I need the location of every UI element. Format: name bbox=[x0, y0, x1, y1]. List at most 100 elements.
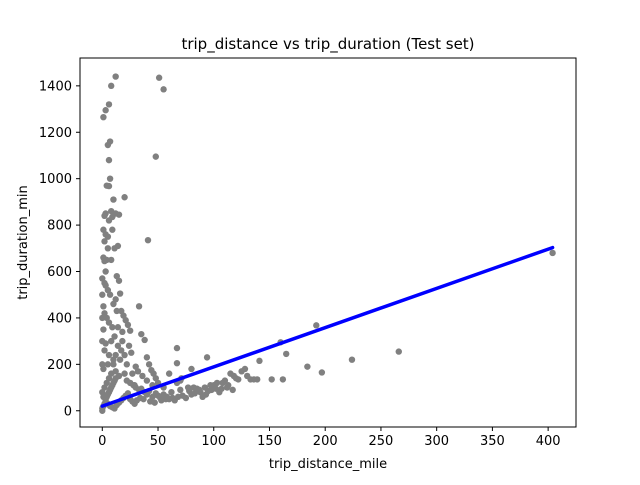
y-tick-label: 200 bbox=[47, 358, 72, 373]
data-point bbox=[135, 303, 143, 310]
data-point bbox=[106, 175, 114, 182]
data-point bbox=[165, 370, 173, 377]
data-point bbox=[116, 290, 124, 297]
y-axis-label: trip_duration_min bbox=[16, 185, 31, 300]
x-tick-label: 350 bbox=[480, 434, 505, 449]
data-point bbox=[104, 233, 112, 240]
data-point bbox=[143, 377, 151, 384]
regression-line bbox=[100, 245, 555, 408]
data-point bbox=[184, 384, 192, 391]
plot-lines bbox=[100, 245, 555, 408]
data-point bbox=[115, 277, 123, 284]
data-point bbox=[110, 361, 117, 368]
data-point bbox=[152, 153, 159, 160]
data-point bbox=[128, 349, 135, 356]
data-point bbox=[99, 361, 106, 368]
x-tick-label: 0 bbox=[98, 434, 106, 449]
data-point bbox=[101, 347, 108, 354]
data-point bbox=[109, 213, 116, 221]
data-point bbox=[99, 314, 106, 322]
data-point bbox=[112, 73, 119, 80]
data-point bbox=[395, 348, 402, 355]
data-point bbox=[100, 303, 107, 310]
data-point bbox=[119, 328, 126, 336]
data-point bbox=[116, 356, 124, 363]
data-point bbox=[213, 379, 221, 387]
data-point bbox=[109, 324, 116, 331]
data-point bbox=[101, 212, 108, 220]
data-point bbox=[225, 382, 232, 389]
data-point bbox=[151, 399, 158, 406]
data-point bbox=[105, 101, 113, 108]
data-point bbox=[121, 351, 128, 359]
y-tick-label: 800 bbox=[47, 219, 72, 234]
data-point bbox=[99, 337, 106, 345]
data-point bbox=[145, 361, 153, 368]
data-point bbox=[123, 361, 131, 368]
y-tick-label: 1400 bbox=[39, 79, 72, 94]
data-point bbox=[102, 268, 109, 275]
data-point bbox=[115, 211, 123, 218]
x-tick-label: 250 bbox=[369, 434, 394, 449]
data-point bbox=[108, 337, 115, 345]
y-tick-label: 1200 bbox=[39, 126, 72, 141]
data-point bbox=[121, 194, 128, 201]
data-point bbox=[100, 326, 107, 333]
data-point bbox=[182, 394, 190, 402]
data-point bbox=[160, 86, 167, 93]
data-point bbox=[283, 350, 290, 358]
data-point bbox=[111, 245, 118, 252]
data-point bbox=[241, 365, 249, 373]
data-point bbox=[279, 376, 287, 383]
data-point bbox=[105, 182, 113, 190]
data-point bbox=[168, 388, 175, 396]
data-point bbox=[188, 365, 195, 373]
data-point bbox=[348, 356, 356, 363]
data-point bbox=[218, 385, 225, 392]
data-point bbox=[106, 291, 114, 298]
data-point bbox=[102, 107, 109, 114]
data-point bbox=[110, 196, 117, 203]
data-point bbox=[129, 370, 136, 377]
y-tick-label: 1000 bbox=[39, 172, 72, 187]
data-point bbox=[196, 386, 203, 394]
data-point bbox=[229, 386, 236, 394]
x-tick-label: 200 bbox=[313, 434, 338, 449]
data-point bbox=[177, 386, 184, 394]
data-point bbox=[138, 330, 145, 338]
y-tick-label: 0 bbox=[64, 404, 72, 419]
data-point bbox=[268, 376, 275, 383]
data-point bbox=[108, 256, 115, 264]
data-point bbox=[100, 113, 107, 121]
data-point bbox=[141, 336, 148, 344]
data-point bbox=[114, 342, 122, 349]
y-axis: 0 200 400 600 800 1000 1200 1400 bbox=[39, 79, 80, 419]
data-point bbox=[108, 82, 115, 90]
data-point bbox=[101, 279, 108, 287]
data-point bbox=[105, 351, 113, 359]
data-point bbox=[101, 238, 108, 245]
data-point bbox=[207, 382, 214, 389]
chart-title: trip_distance vs trip_duration (Test set… bbox=[181, 35, 474, 54]
data-point bbox=[134, 368, 142, 375]
data-point bbox=[112, 375, 119, 382]
data-point bbox=[126, 327, 134, 334]
x-axis-label: trip_distance_mile bbox=[269, 457, 387, 472]
x-tick-label: 100 bbox=[201, 434, 226, 449]
data-point bbox=[169, 394, 176, 402]
data-point bbox=[144, 236, 152, 244]
data-point bbox=[162, 395, 170, 403]
data-point bbox=[105, 319, 113, 326]
data-point bbox=[113, 307, 120, 315]
y-tick-label: 400 bbox=[47, 311, 72, 326]
x-tick-label: 150 bbox=[257, 434, 282, 449]
data-point bbox=[304, 363, 311, 370]
data-point bbox=[131, 382, 138, 389]
data-point bbox=[155, 74, 163, 81]
plot-frame bbox=[79, 57, 577, 428]
data-point bbox=[139, 372, 146, 380]
y-tick-label: 600 bbox=[47, 265, 72, 280]
data-point bbox=[121, 370, 128, 377]
data-point bbox=[235, 376, 242, 383]
